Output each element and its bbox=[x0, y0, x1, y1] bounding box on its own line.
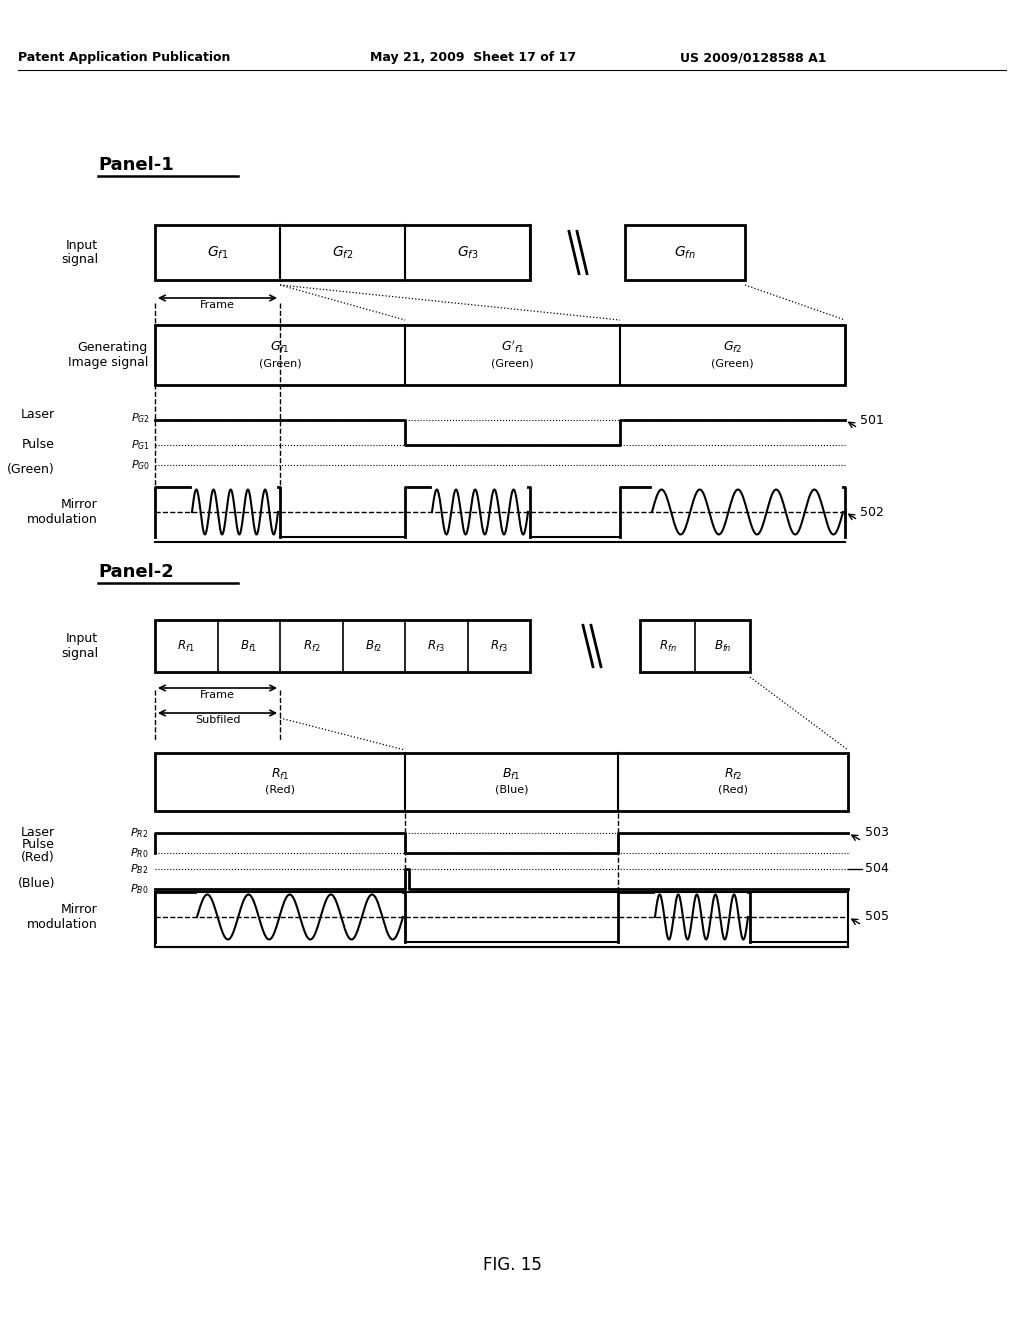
Text: $R_{f3}$: $R_{f3}$ bbox=[427, 639, 445, 653]
Text: (Blue): (Blue) bbox=[17, 878, 55, 891]
Text: 503: 503 bbox=[865, 826, 889, 840]
Text: (Red): (Red) bbox=[718, 785, 748, 795]
Bar bbox=[155, 620, 530, 672]
Text: $R_{f3}$: $R_{f3}$ bbox=[489, 639, 508, 653]
Bar bbox=[155, 752, 848, 810]
Text: $P_{G0}$: $P_{G0}$ bbox=[131, 458, 150, 471]
Text: Pulse: Pulse bbox=[23, 838, 55, 851]
Text: $P_{B2}$: $P_{B2}$ bbox=[130, 862, 148, 876]
Text: Pulse: Pulse bbox=[23, 438, 55, 451]
Text: Mirror
modulation: Mirror modulation bbox=[28, 903, 98, 931]
Text: $P_{R2}$: $P_{R2}$ bbox=[130, 826, 148, 840]
Text: (Blue): (Blue) bbox=[495, 785, 528, 795]
Text: Input
signal: Input signal bbox=[60, 239, 98, 267]
Text: Panel-2: Panel-2 bbox=[98, 564, 174, 581]
Text: $G_{f1}$: $G_{f1}$ bbox=[270, 339, 290, 355]
Text: $G'_{f1}$: $G'_{f1}$ bbox=[501, 339, 524, 355]
Text: $P_{G1}$: $P_{G1}$ bbox=[131, 438, 150, 451]
Bar bbox=[155, 892, 848, 946]
Text: Laser: Laser bbox=[20, 826, 55, 840]
Text: Subfiled: Subfiled bbox=[195, 715, 241, 725]
Text: $B_{f2}$: $B_{f2}$ bbox=[365, 639, 382, 653]
Text: $G_{f2}$: $G_{f2}$ bbox=[332, 244, 353, 261]
Text: (Red): (Red) bbox=[22, 851, 55, 865]
Text: $G_{f2}$: $G_{f2}$ bbox=[723, 339, 742, 355]
Text: $G_{f1}$: $G_{f1}$ bbox=[207, 244, 228, 261]
Bar bbox=[640, 620, 750, 672]
Text: $G_{f3}$: $G_{f3}$ bbox=[457, 244, 478, 261]
Text: US 2009/0128588 A1: US 2009/0128588 A1 bbox=[680, 51, 826, 65]
Text: $P_{B0}$: $P_{B0}$ bbox=[130, 882, 148, 896]
Text: Panel-1: Panel-1 bbox=[98, 156, 174, 174]
Text: (Red): (Red) bbox=[265, 785, 295, 795]
Text: Mirror
modulation: Mirror modulation bbox=[28, 498, 98, 525]
Text: 502: 502 bbox=[860, 506, 884, 519]
Text: (Green): (Green) bbox=[7, 463, 55, 477]
Text: $R_{f2}$: $R_{f2}$ bbox=[302, 639, 319, 653]
Text: Generating
Image signal: Generating Image signal bbox=[68, 341, 148, 370]
Text: Input
signal: Input signal bbox=[60, 632, 98, 660]
Text: Patent Application Publication: Patent Application Publication bbox=[18, 51, 230, 65]
Text: Frame: Frame bbox=[200, 300, 234, 310]
Text: (Green): (Green) bbox=[259, 358, 301, 368]
Text: 501: 501 bbox=[860, 413, 884, 426]
Text: $B_{f1}$: $B_{f1}$ bbox=[240, 639, 257, 653]
Text: $R_{f1}$: $R_{f1}$ bbox=[270, 767, 289, 781]
Text: 504: 504 bbox=[865, 862, 889, 875]
Bar bbox=[155, 224, 530, 280]
Text: $G_{fn}$: $G_{fn}$ bbox=[674, 244, 696, 261]
Bar bbox=[155, 325, 845, 385]
Text: (Green): (Green) bbox=[492, 358, 534, 368]
Text: $R_{fn}$: $R_{fn}$ bbox=[658, 639, 677, 653]
Text: Frame: Frame bbox=[200, 690, 234, 700]
Text: $R_{f2}$: $R_{f2}$ bbox=[724, 767, 742, 781]
Text: $P_{G2}$: $P_{G2}$ bbox=[131, 411, 150, 425]
Text: 505: 505 bbox=[865, 911, 889, 924]
Text: (Green): (Green) bbox=[712, 358, 754, 368]
Text: $P_{R0}$: $P_{R0}$ bbox=[129, 846, 148, 859]
Text: $R_{f1}$: $R_{f1}$ bbox=[177, 639, 195, 653]
Text: $B_{f1}$: $B_{f1}$ bbox=[503, 767, 520, 781]
Text: Laser: Laser bbox=[20, 408, 55, 421]
Text: May 21, 2009  Sheet 17 of 17: May 21, 2009 Sheet 17 of 17 bbox=[370, 51, 577, 65]
Bar bbox=[625, 224, 745, 280]
Text: FIG. 15: FIG. 15 bbox=[482, 1257, 542, 1274]
Text: $B_{fn}$: $B_{fn}$ bbox=[714, 639, 731, 653]
